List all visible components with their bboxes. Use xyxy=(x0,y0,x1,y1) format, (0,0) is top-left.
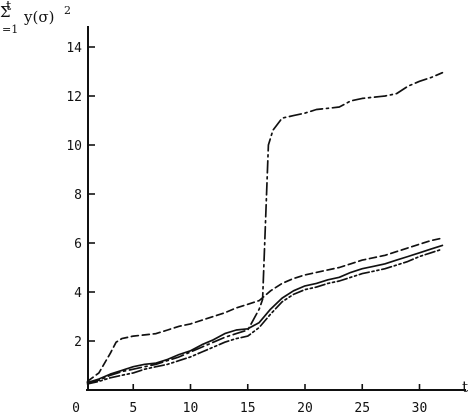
y-tick-label: 4 xyxy=(74,286,82,301)
y-tick-label: 8 xyxy=(74,188,82,203)
y-tick-label: 6 xyxy=(74,237,82,252)
y-label-exponent: 2 xyxy=(64,4,71,17)
y-tick-label: 10 xyxy=(66,139,82,154)
series-line-solid xyxy=(86,244,444,384)
y-label-sum-upper: t xyxy=(6,0,12,14)
x-tick-label: 10 xyxy=(183,401,199,416)
x-tick-label: 20 xyxy=(297,401,313,416)
y-tick-label: 2 xyxy=(74,335,82,350)
series-line-dash-dot xyxy=(86,71,444,384)
x-tick-label: 0 xyxy=(72,401,80,416)
x-tick-label: 30 xyxy=(412,401,428,416)
x-axis-label: t xyxy=(462,378,468,396)
x-tick-label: 25 xyxy=(354,401,370,416)
x-tick-label: 5 xyxy=(129,401,137,416)
y-label-main: y(σ) xyxy=(23,8,54,26)
ticks: 0 5 10 15 20 25 30 2 4 6 8 10 12 14 xyxy=(66,41,427,416)
series-group xyxy=(86,71,444,385)
y-tick-label: 12 xyxy=(66,90,82,105)
series-line-dashed xyxy=(86,237,444,383)
y-label-sum-lower: =1 xyxy=(2,23,18,36)
y-label-sum-symbol: Σ xyxy=(0,3,11,21)
y-axis-label: Σ t =1 y(σ) 2 xyxy=(0,0,71,36)
x-tick-label: 15 xyxy=(240,401,256,416)
y-tick-label: 14 xyxy=(66,41,82,56)
series-line-dash-dot-dot xyxy=(86,248,444,385)
